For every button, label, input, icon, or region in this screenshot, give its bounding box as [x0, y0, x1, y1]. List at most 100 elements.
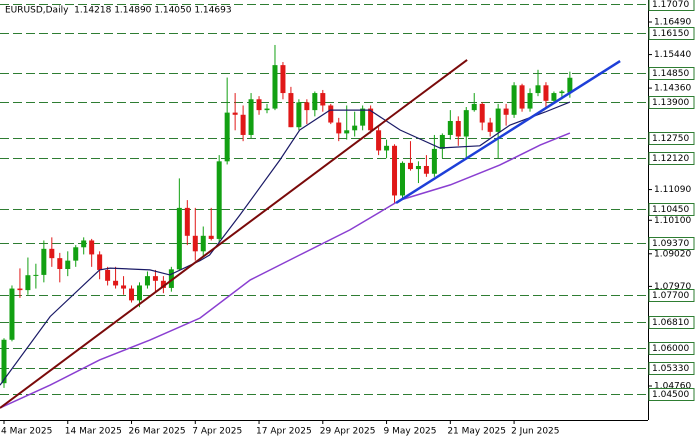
candle-body	[9, 288, 15, 340]
candle-body	[264, 108, 270, 111]
candle-body	[431, 148, 437, 174]
candle-body	[248, 99, 254, 135]
chart-title: EURUSD,Daily 1.14218 1.14890 1.14050 1.1…	[5, 6, 232, 16]
candle-body	[312, 93, 318, 111]
level-label-box	[648, 388, 695, 401]
overlay-line	[0, 101, 571, 386]
x-tick-label: 17 Apr 2025	[256, 427, 312, 437]
candle-body	[57, 258, 63, 270]
candle-body	[1, 339, 7, 384]
candle-body	[129, 288, 135, 301]
candle-body	[304, 102, 310, 111]
candle-body	[423, 165, 429, 174]
candle-body	[73, 247, 79, 261]
candle-body	[160, 280, 166, 288]
candle-body	[105, 269, 111, 281]
candle-body	[208, 235, 214, 239]
overlay-line	[0, 59, 468, 409]
candle-body	[455, 120, 461, 137]
level-label: 1.10450	[652, 205, 689, 215]
candle-body	[360, 108, 366, 126]
candle-body	[415, 165, 421, 170]
level-label-box	[648, 0, 695, 11]
candle-body	[144, 276, 150, 286]
candle-body	[463, 110, 469, 137]
candle-body	[384, 145, 390, 151]
level-label: 1.12750	[652, 134, 689, 144]
candle-body	[33, 274, 39, 276]
candle-body	[503, 108, 509, 115]
plot-area	[0, 4, 648, 409]
candle-body	[176, 207, 182, 270]
candle-body	[400, 162, 405, 196]
candle-body	[184, 207, 190, 236]
level-label-box	[648, 203, 695, 216]
level-label: 1.13900	[652, 98, 689, 108]
y-tick-label: 1.15440	[654, 50, 691, 60]
candle-body	[81, 240, 87, 248]
candle-body	[559, 91, 565, 94]
candle-body	[551, 93, 557, 101]
candle-body	[168, 269, 174, 288]
candle-body	[49, 248, 55, 259]
candle-body	[216, 161, 222, 239]
candle-body	[97, 254, 103, 270]
candle-body	[543, 85, 549, 101]
overlay-line	[0, 132, 571, 409]
candle-body	[479, 103, 485, 123]
candle-body	[320, 93, 326, 106]
level-label: 1.04500	[652, 390, 689, 400]
level-label-box	[648, 132, 695, 145]
x-tick-label: 26 Mar 2025	[129, 427, 186, 437]
level-label: 1.16150	[652, 29, 689, 39]
level-label: 1.07700	[652, 291, 689, 301]
x-tick-label: 4 Mar 2025	[1, 427, 52, 437]
candle-body	[113, 280, 119, 286]
candle-body	[296, 102, 302, 128]
candle-body	[200, 235, 206, 252]
level-label-box	[648, 27, 695, 40]
candle-body	[487, 122, 493, 132]
candle-body	[527, 93, 533, 109]
candle-body	[192, 235, 198, 252]
candle-body	[352, 125, 358, 131]
level-label-box	[648, 96, 695, 109]
candle-body	[25, 275, 31, 291]
candle-body	[152, 276, 158, 281]
candle-body	[519, 85, 525, 109]
x-tick-label: 14 Mar 2025	[65, 427, 122, 437]
candle-body	[376, 130, 382, 151]
level-label-box	[648, 67, 695, 80]
level-label: 1.17070	[652, 0, 689, 10]
x-tick-label: 21 May 2025	[447, 427, 506, 437]
candle-body	[392, 145, 398, 196]
candle-body	[368, 108, 374, 131]
candle-body	[65, 260, 71, 270]
y-tick-label: 1.10100	[654, 216, 691, 226]
candle-body	[447, 120, 453, 135]
y-tick-label: 1.16490	[654, 18, 691, 28]
candle-body	[240, 114, 246, 135]
level-label: 1.12120	[652, 154, 689, 164]
x-tick-label: 2 Jun 2025	[511, 427, 559, 437]
candle-body	[336, 122, 342, 134]
level-label-box	[648, 237, 695, 250]
level-label-box	[648, 342, 695, 355]
candle-body	[288, 93, 294, 128]
level-label-box	[648, 152, 695, 165]
candle-body	[272, 65, 278, 109]
candle-body	[121, 285, 127, 289]
level-label: 1.05330	[652, 364, 689, 374]
candle-body	[280, 65, 286, 94]
candle-body	[17, 288, 23, 291]
y-tick-label: 1.09020	[654, 249, 691, 259]
candle-body	[41, 248, 47, 275]
y-tick-label: 1.11090	[654, 185, 691, 195]
candle-body	[232, 112, 238, 115]
level-label: 1.06810	[652, 318, 689, 328]
level-label: 1.06000	[652, 344, 689, 354]
y-tick-label: 1.07970	[654, 282, 691, 292]
